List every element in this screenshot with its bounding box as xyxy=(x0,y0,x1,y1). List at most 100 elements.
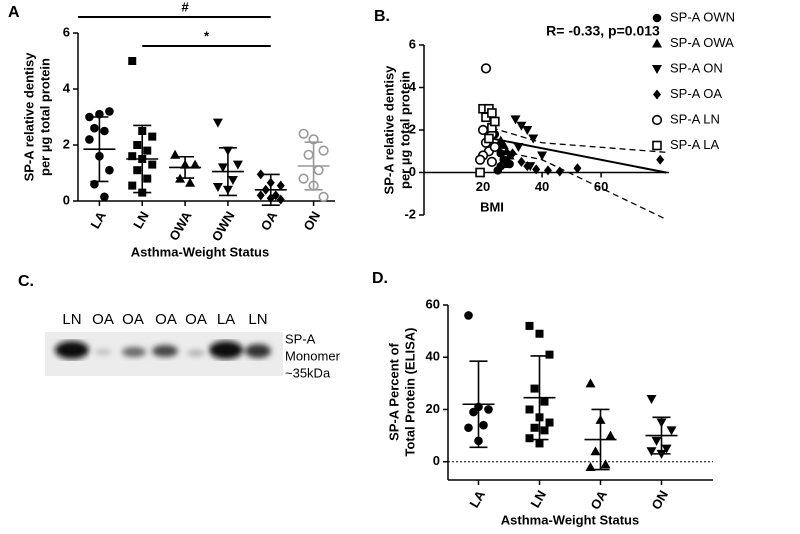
data-point xyxy=(498,139,509,149)
data-point xyxy=(484,133,494,144)
error-bar xyxy=(176,155,195,179)
x-tick-label: ON xyxy=(648,488,671,512)
x-tick-label: LN xyxy=(130,209,152,232)
data-point xyxy=(148,160,157,169)
significance-label: * xyxy=(204,28,210,43)
y-tick-label: 40 xyxy=(426,349,440,364)
error-bar xyxy=(530,355,549,441)
y-tick-label: -2 xyxy=(404,206,416,221)
data-point xyxy=(543,165,552,176)
data-point xyxy=(530,423,539,432)
data-point xyxy=(318,191,329,202)
y-axis-label: SP-A relative dentisy xyxy=(21,52,36,182)
data-point xyxy=(100,192,109,202)
data-point xyxy=(298,128,309,139)
data-point xyxy=(474,154,486,165)
legend-marker xyxy=(653,89,661,100)
data-point xyxy=(517,156,526,167)
data-point xyxy=(85,135,94,144)
data-point xyxy=(90,123,99,133)
data-point xyxy=(100,126,109,136)
panel-label: B. xyxy=(374,8,390,25)
data-point xyxy=(523,161,532,172)
data-point xyxy=(298,173,309,184)
data-point xyxy=(475,167,485,178)
data-point xyxy=(105,107,114,116)
blot-label: SP-A xyxy=(285,331,316,346)
x-tick-label: OA xyxy=(587,487,610,512)
error-bar xyxy=(652,416,671,455)
y-tick-label: 4 xyxy=(63,80,71,95)
data-point xyxy=(276,194,285,205)
x-tick-label: 20 xyxy=(476,179,490,194)
y-tick-label: 2 xyxy=(409,121,416,136)
y-tick-label: 20 xyxy=(426,401,440,416)
data-point xyxy=(510,115,521,125)
data-point xyxy=(661,444,672,454)
data-point xyxy=(537,151,548,161)
x-tick-label: OA xyxy=(258,208,281,233)
data-point xyxy=(105,165,114,175)
data-point xyxy=(133,141,142,149)
annotation: R= -0.33, p=0.013 xyxy=(546,23,660,39)
data-point xyxy=(128,152,137,161)
legend-label: SP-A OWN xyxy=(670,9,735,24)
x-tick-label: 40 xyxy=(535,179,549,194)
data-point xyxy=(276,180,285,191)
x-axis-label: BMI xyxy=(480,199,504,214)
data-point xyxy=(217,163,228,173)
data-point xyxy=(318,145,329,156)
data-point xyxy=(651,436,662,446)
data-point xyxy=(143,146,152,155)
panel-label: A xyxy=(8,4,20,21)
lane-label: LN xyxy=(62,311,81,328)
x-tick-label: 60 xyxy=(594,179,608,194)
lane-label: OA xyxy=(155,311,177,328)
data-point xyxy=(464,311,473,320)
data-point xyxy=(477,124,489,136)
data-point xyxy=(256,169,265,180)
band xyxy=(95,349,111,355)
data-point xyxy=(489,141,500,153)
data-point xyxy=(540,397,549,406)
band xyxy=(55,341,89,359)
error-bar xyxy=(591,408,610,471)
confidence-line xyxy=(491,127,667,153)
band xyxy=(152,345,178,357)
lane-label: LA xyxy=(217,311,235,328)
data-point xyxy=(128,181,137,190)
data-point xyxy=(600,459,611,469)
band xyxy=(187,350,205,356)
data-point xyxy=(493,166,503,175)
data-point xyxy=(486,156,497,167)
data-point xyxy=(532,164,541,175)
data-point xyxy=(232,160,243,170)
data-point xyxy=(190,159,201,169)
data-point xyxy=(513,143,524,152)
y-tick-label: 2 xyxy=(63,136,70,151)
y-tick-label: 0 xyxy=(433,453,440,468)
data-point xyxy=(128,57,137,65)
data-point xyxy=(133,166,142,175)
data-point xyxy=(480,63,492,74)
data-point xyxy=(525,321,534,330)
data-point xyxy=(516,121,527,131)
data-point xyxy=(656,154,665,165)
error-bar xyxy=(218,147,237,197)
blot-label: Monomer xyxy=(285,348,341,363)
lane-label: OA xyxy=(92,311,114,328)
lane-label: OA xyxy=(122,311,144,328)
error-bar xyxy=(261,173,280,206)
band xyxy=(122,347,146,357)
legend-label: SP-A ON xyxy=(670,60,723,75)
x-axis-label: Asthma-Weight Status xyxy=(501,512,639,527)
data-point xyxy=(490,116,500,127)
data-point xyxy=(585,461,596,471)
data-point xyxy=(487,108,497,118)
legend-label: SP-A LN xyxy=(670,111,720,126)
data-point xyxy=(535,329,544,338)
y-axis-label: SP-A relative dentisy xyxy=(381,65,396,195)
x-axis-label: Asthma-Weight Status xyxy=(131,244,269,259)
